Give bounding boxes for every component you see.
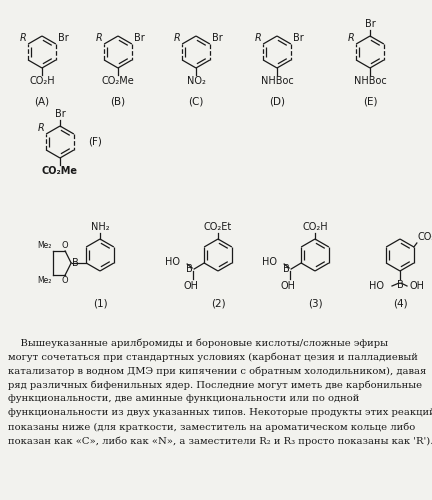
Text: (3): (3) xyxy=(308,299,322,309)
Text: могут сочетаться при стандартных условиях (карбонат цезия и палладиевый: могут сочетаться при стандартных условия… xyxy=(8,352,418,362)
Text: функциональности из двух указанных типов. Некоторые продукты этих реакций: функциональности из двух указанных типов… xyxy=(8,408,432,417)
Text: (4): (4) xyxy=(393,299,407,309)
Text: ряд различных бифенильных ядер. Последние могут иметь две карбонильные: ряд различных бифенильных ядер. Последни… xyxy=(8,380,422,390)
Text: O: O xyxy=(62,241,68,250)
Text: функциональности, две аминные функциональности или по одной: функциональности, две аминные функционал… xyxy=(8,394,359,403)
Text: CO₂H: CO₂H xyxy=(302,222,328,232)
Text: показаны ниже (для краткости, заместитель на ароматическом кольце либо: показаны ниже (для краткости, заместител… xyxy=(8,422,415,432)
Text: Br: Br xyxy=(212,33,222,43)
Text: NO₂: NO₂ xyxy=(187,76,206,86)
Text: HO: HO xyxy=(165,257,180,267)
Text: Me₂: Me₂ xyxy=(37,276,51,285)
Text: Me₂: Me₂ xyxy=(37,241,51,250)
Text: (E): (E) xyxy=(363,96,377,106)
Text: показан как «C», либо как «N», а заместители R₂ и R₃ просто показаны как 'R').: показан как «C», либо как «N», а замести… xyxy=(8,436,432,446)
Text: (D): (D) xyxy=(269,96,285,106)
Text: Br: Br xyxy=(365,19,375,29)
Text: CO₂Me: CO₂Me xyxy=(41,166,77,176)
Text: Br: Br xyxy=(293,33,304,43)
Text: (B): (B) xyxy=(111,96,126,106)
Text: O: O xyxy=(62,276,68,285)
Text: B: B xyxy=(397,280,403,290)
Text: CO₂H: CO₂H xyxy=(29,76,55,86)
Text: B: B xyxy=(283,264,290,274)
Text: Br: Br xyxy=(58,33,69,43)
Text: Br: Br xyxy=(54,109,65,119)
Text: R: R xyxy=(19,33,26,43)
Text: (C): (C) xyxy=(188,96,203,106)
Text: OH: OH xyxy=(184,281,199,291)
Text: R: R xyxy=(347,33,354,43)
Text: HO: HO xyxy=(262,257,277,267)
Text: R: R xyxy=(173,33,180,43)
Text: CO₂Et: CO₂Et xyxy=(204,222,232,232)
Text: CO₂H: CO₂H xyxy=(418,232,432,242)
Text: Вышеуказанные арилбромиды и бороновые кислоты/сложные эфиры: Вышеуказанные арилбромиды и бороновые ки… xyxy=(8,338,388,347)
Text: NHBoc: NHBoc xyxy=(260,76,293,86)
Text: OH: OH xyxy=(410,281,425,291)
Text: катализатор в водном ДМЭ при кипячении с обратным холодильником), давая: катализатор в водном ДМЭ при кипячении с… xyxy=(8,366,426,376)
Text: OH: OH xyxy=(281,281,295,291)
Text: R: R xyxy=(95,33,102,43)
Text: CO₂Me: CO₂Me xyxy=(102,76,134,86)
Text: B: B xyxy=(72,258,79,268)
Text: B: B xyxy=(186,264,193,274)
Text: (2): (2) xyxy=(211,299,226,309)
Text: (F): (F) xyxy=(88,137,102,147)
Text: Br: Br xyxy=(134,33,145,43)
Text: R: R xyxy=(38,123,44,133)
Text: HO: HO xyxy=(369,281,384,291)
Text: NH₂: NH₂ xyxy=(91,222,109,232)
Text: NHBoc: NHBoc xyxy=(354,76,386,86)
Text: (1): (1) xyxy=(93,299,107,309)
Text: (A): (A) xyxy=(35,96,50,106)
Text: R: R xyxy=(254,33,261,43)
